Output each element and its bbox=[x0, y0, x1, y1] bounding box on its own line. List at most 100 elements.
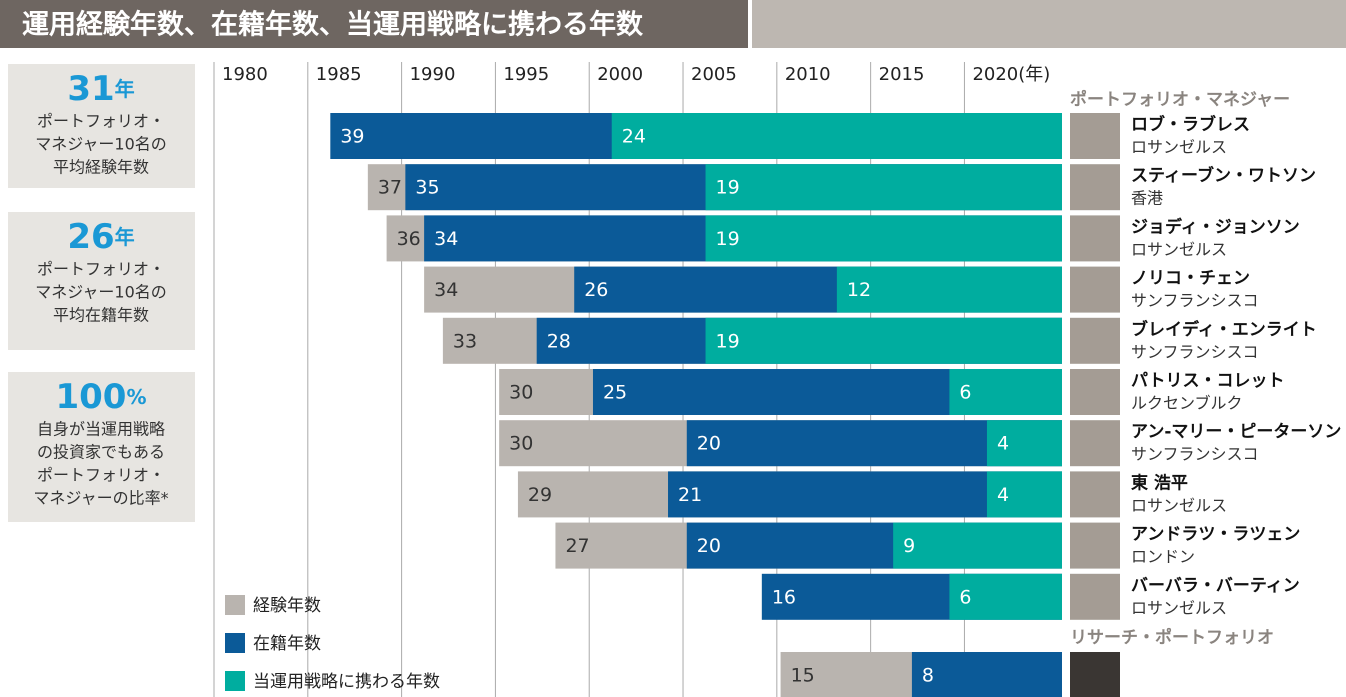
value-label: 28 bbox=[547, 330, 571, 352]
stat-text: マネジャーの比率* bbox=[33, 489, 168, 508]
photo bbox=[1070, 164, 1120, 210]
person-name: アン-マリー・ピーターソン bbox=[1131, 422, 1341, 442]
person-location: サンフランシスコ bbox=[1131, 342, 1259, 361]
value-label: 26 bbox=[584, 279, 608, 301]
value-label: 33 bbox=[453, 330, 477, 352]
chart: 運用経験年数、在籍年数、当運用戦略に携わる年数 31年ポートフォリオ・マネジャー… bbox=[0, 0, 1346, 697]
value-label: 30 bbox=[509, 382, 533, 404]
bar bbox=[612, 113, 1062, 159]
value-label: 20 bbox=[697, 433, 721, 455]
value-label: 24 bbox=[622, 126, 646, 148]
title-bar-extension bbox=[752, 0, 1346, 48]
stat-text: 平均経験年数 bbox=[53, 158, 149, 177]
person-name: パトリス・コレット bbox=[1131, 371, 1285, 391]
photo bbox=[1070, 267, 1120, 313]
legend-label: 在籍年数 bbox=[253, 634, 321, 654]
person-name: アンドラツ・ラツェン bbox=[1131, 525, 1300, 545]
x-tick-label: 1985 bbox=[316, 64, 362, 85]
legend-swatch bbox=[225, 595, 245, 615]
legend-label: 当運用戦略に携わる年数 bbox=[253, 672, 440, 692]
stat-text: の投資家でもある bbox=[37, 443, 165, 462]
bar bbox=[706, 318, 1062, 364]
value-label: 25 bbox=[603, 382, 627, 404]
person-location: ロサンゼルス bbox=[1131, 240, 1227, 259]
bar bbox=[706, 215, 1062, 261]
value-label: 20 bbox=[697, 535, 721, 557]
person-name: スティーブン・ワトソン bbox=[1131, 165, 1316, 186]
legend-swatch bbox=[225, 671, 245, 691]
person-location: ルクセンブルク bbox=[1131, 394, 1243, 413]
value-label: 19 bbox=[716, 228, 740, 250]
person-location: サンフランシスコ bbox=[1131, 291, 1259, 310]
person-name: ロブ・ラブレス bbox=[1131, 114, 1250, 135]
x-tick-label: 2015 bbox=[879, 64, 925, 85]
stat-text: マネジャー10名の bbox=[35, 135, 167, 154]
photo bbox=[1070, 369, 1120, 415]
value-label: 19 bbox=[716, 177, 740, 199]
photo bbox=[1070, 318, 1120, 364]
value-label: 4 bbox=[997, 484, 1009, 506]
photo bbox=[1070, 523, 1120, 569]
photo bbox=[1070, 113, 1120, 159]
stat-number: 31 bbox=[67, 69, 114, 109]
value-label: 35 bbox=[415, 177, 439, 199]
person-name: ジョディ・ジョンソン bbox=[1131, 216, 1300, 237]
bar bbox=[706, 164, 1062, 210]
value-label: 27 bbox=[565, 535, 589, 557]
value-label: 6 bbox=[959, 586, 971, 608]
photo bbox=[1070, 652, 1120, 697]
value-label: 4 bbox=[997, 433, 1009, 455]
person-name: バーバラ・バーティン bbox=[1131, 576, 1300, 596]
person-location: 香港 bbox=[1131, 189, 1163, 208]
photo bbox=[1070, 215, 1120, 261]
value-label: 34 bbox=[434, 228, 458, 250]
value-label: 30 bbox=[509, 433, 533, 455]
value-label: 29 bbox=[528, 484, 552, 506]
stat-unit: 年 bbox=[115, 77, 135, 101]
value-label: 21 bbox=[678, 484, 702, 506]
legend-swatch bbox=[225, 633, 245, 653]
person-location: ロサンゼルス bbox=[1131, 598, 1227, 617]
photo bbox=[1070, 420, 1120, 466]
person-name: ノリコ・チェン bbox=[1131, 269, 1250, 289]
x-tick-label: 2020(年) bbox=[972, 64, 1050, 85]
value-label: 16 bbox=[772, 586, 796, 608]
x-tick-label: 2000 bbox=[597, 64, 643, 85]
bar bbox=[893, 523, 1062, 569]
x-tick-label: 1980 bbox=[222, 64, 268, 85]
value-label: 9 bbox=[903, 535, 915, 557]
value-label: 8 bbox=[922, 665, 934, 687]
stat-unit: 年 bbox=[115, 225, 135, 249]
photo bbox=[1070, 574, 1120, 620]
legend-label: 経験年数 bbox=[253, 596, 321, 616]
person-location: サンフランシスコ bbox=[1131, 445, 1259, 464]
stat-text: ポートフォリオ・ bbox=[37, 260, 165, 279]
value-label: 19 bbox=[716, 330, 740, 352]
stat-unit: % bbox=[126, 385, 146, 409]
stat-text: ポートフォリオ・ bbox=[37, 112, 165, 131]
value-label: 37 bbox=[378, 177, 402, 199]
stat-number: 26 bbox=[67, 217, 114, 257]
section-label: ポートフォリオ・マネジャー bbox=[1070, 89, 1290, 110]
photo bbox=[1070, 471, 1120, 517]
x-tick-label: 2010 bbox=[785, 64, 831, 85]
stat-text: マネジャー10名の bbox=[35, 283, 167, 302]
person-name: ブレイディ・エンライト bbox=[1131, 319, 1317, 340]
stat-text: 自身が当運用戦略 bbox=[37, 420, 165, 439]
stat-text: 平均在籍年数 bbox=[53, 306, 149, 325]
value-label: 36 bbox=[397, 228, 421, 250]
stat-text: ポートフォリオ・ bbox=[37, 466, 165, 485]
person-name: 東 浩平 bbox=[1131, 472, 1188, 493]
chart-title: 運用経験年数、在籍年数、当運用戦略に携わる年数 bbox=[22, 9, 644, 41]
x-tick-label: 2005 bbox=[691, 64, 737, 85]
x-tick-label: 1995 bbox=[503, 64, 549, 85]
person-location: ロンドン bbox=[1131, 547, 1195, 566]
x-tick-label: 1990 bbox=[410, 64, 456, 85]
value-label: 6 bbox=[959, 382, 971, 404]
stat-number: 100 bbox=[55, 377, 126, 417]
section-label: リサーチ・ポートフォリオ bbox=[1070, 627, 1274, 648]
value-label: 39 bbox=[340, 126, 364, 148]
value-label: 34 bbox=[434, 279, 458, 301]
bar bbox=[912, 652, 1062, 697]
person-location: ロサンゼルス bbox=[1131, 496, 1227, 515]
